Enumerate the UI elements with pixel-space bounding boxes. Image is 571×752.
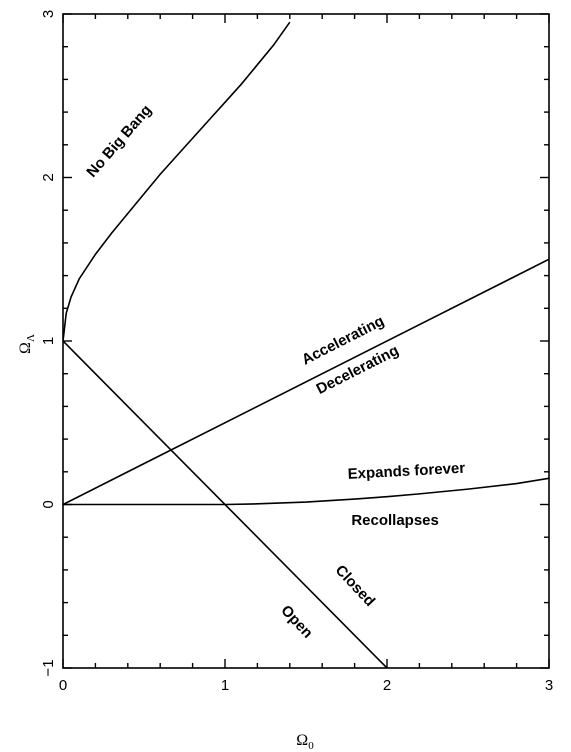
series-line-acceleration-boundary <box>63 258 549 506</box>
x-tick-label: 3 <box>545 677 553 694</box>
annotation-label: Open <box>277 602 316 642</box>
x-axis-title: Ω0 <box>296 732 314 752</box>
y-tick-label: −1 <box>40 659 57 676</box>
y-tick-label: 3 <box>40 10 57 18</box>
x-tick-label: 0 <box>59 677 67 694</box>
series-line-expansion-boundary <box>63 477 549 506</box>
annotation-label: No Big Bang <box>83 102 155 181</box>
y-tick-label: 2 <box>40 173 57 181</box>
annotation-label: Closed <box>332 562 379 610</box>
series-line-geometry-boundary <box>63 340 388 668</box>
x-tick-label: 1 <box>221 677 229 694</box>
x-tick-label: 2 <box>383 677 391 694</box>
series-line-no-big-bang-boundary <box>63 21 291 342</box>
y-tick-label: 1 <box>40 337 57 345</box>
annotation-label: Recollapses <box>351 512 439 529</box>
annotation-label: Expands forever <box>347 460 465 483</box>
plot-area <box>63 21 549 668</box>
annotations: No Big BangAcceleratingDeceleratingExpan… <box>83 102 465 642</box>
y-axis-title: ΩΛ <box>17 334 37 354</box>
y-tick-label: 0 <box>40 500 57 508</box>
